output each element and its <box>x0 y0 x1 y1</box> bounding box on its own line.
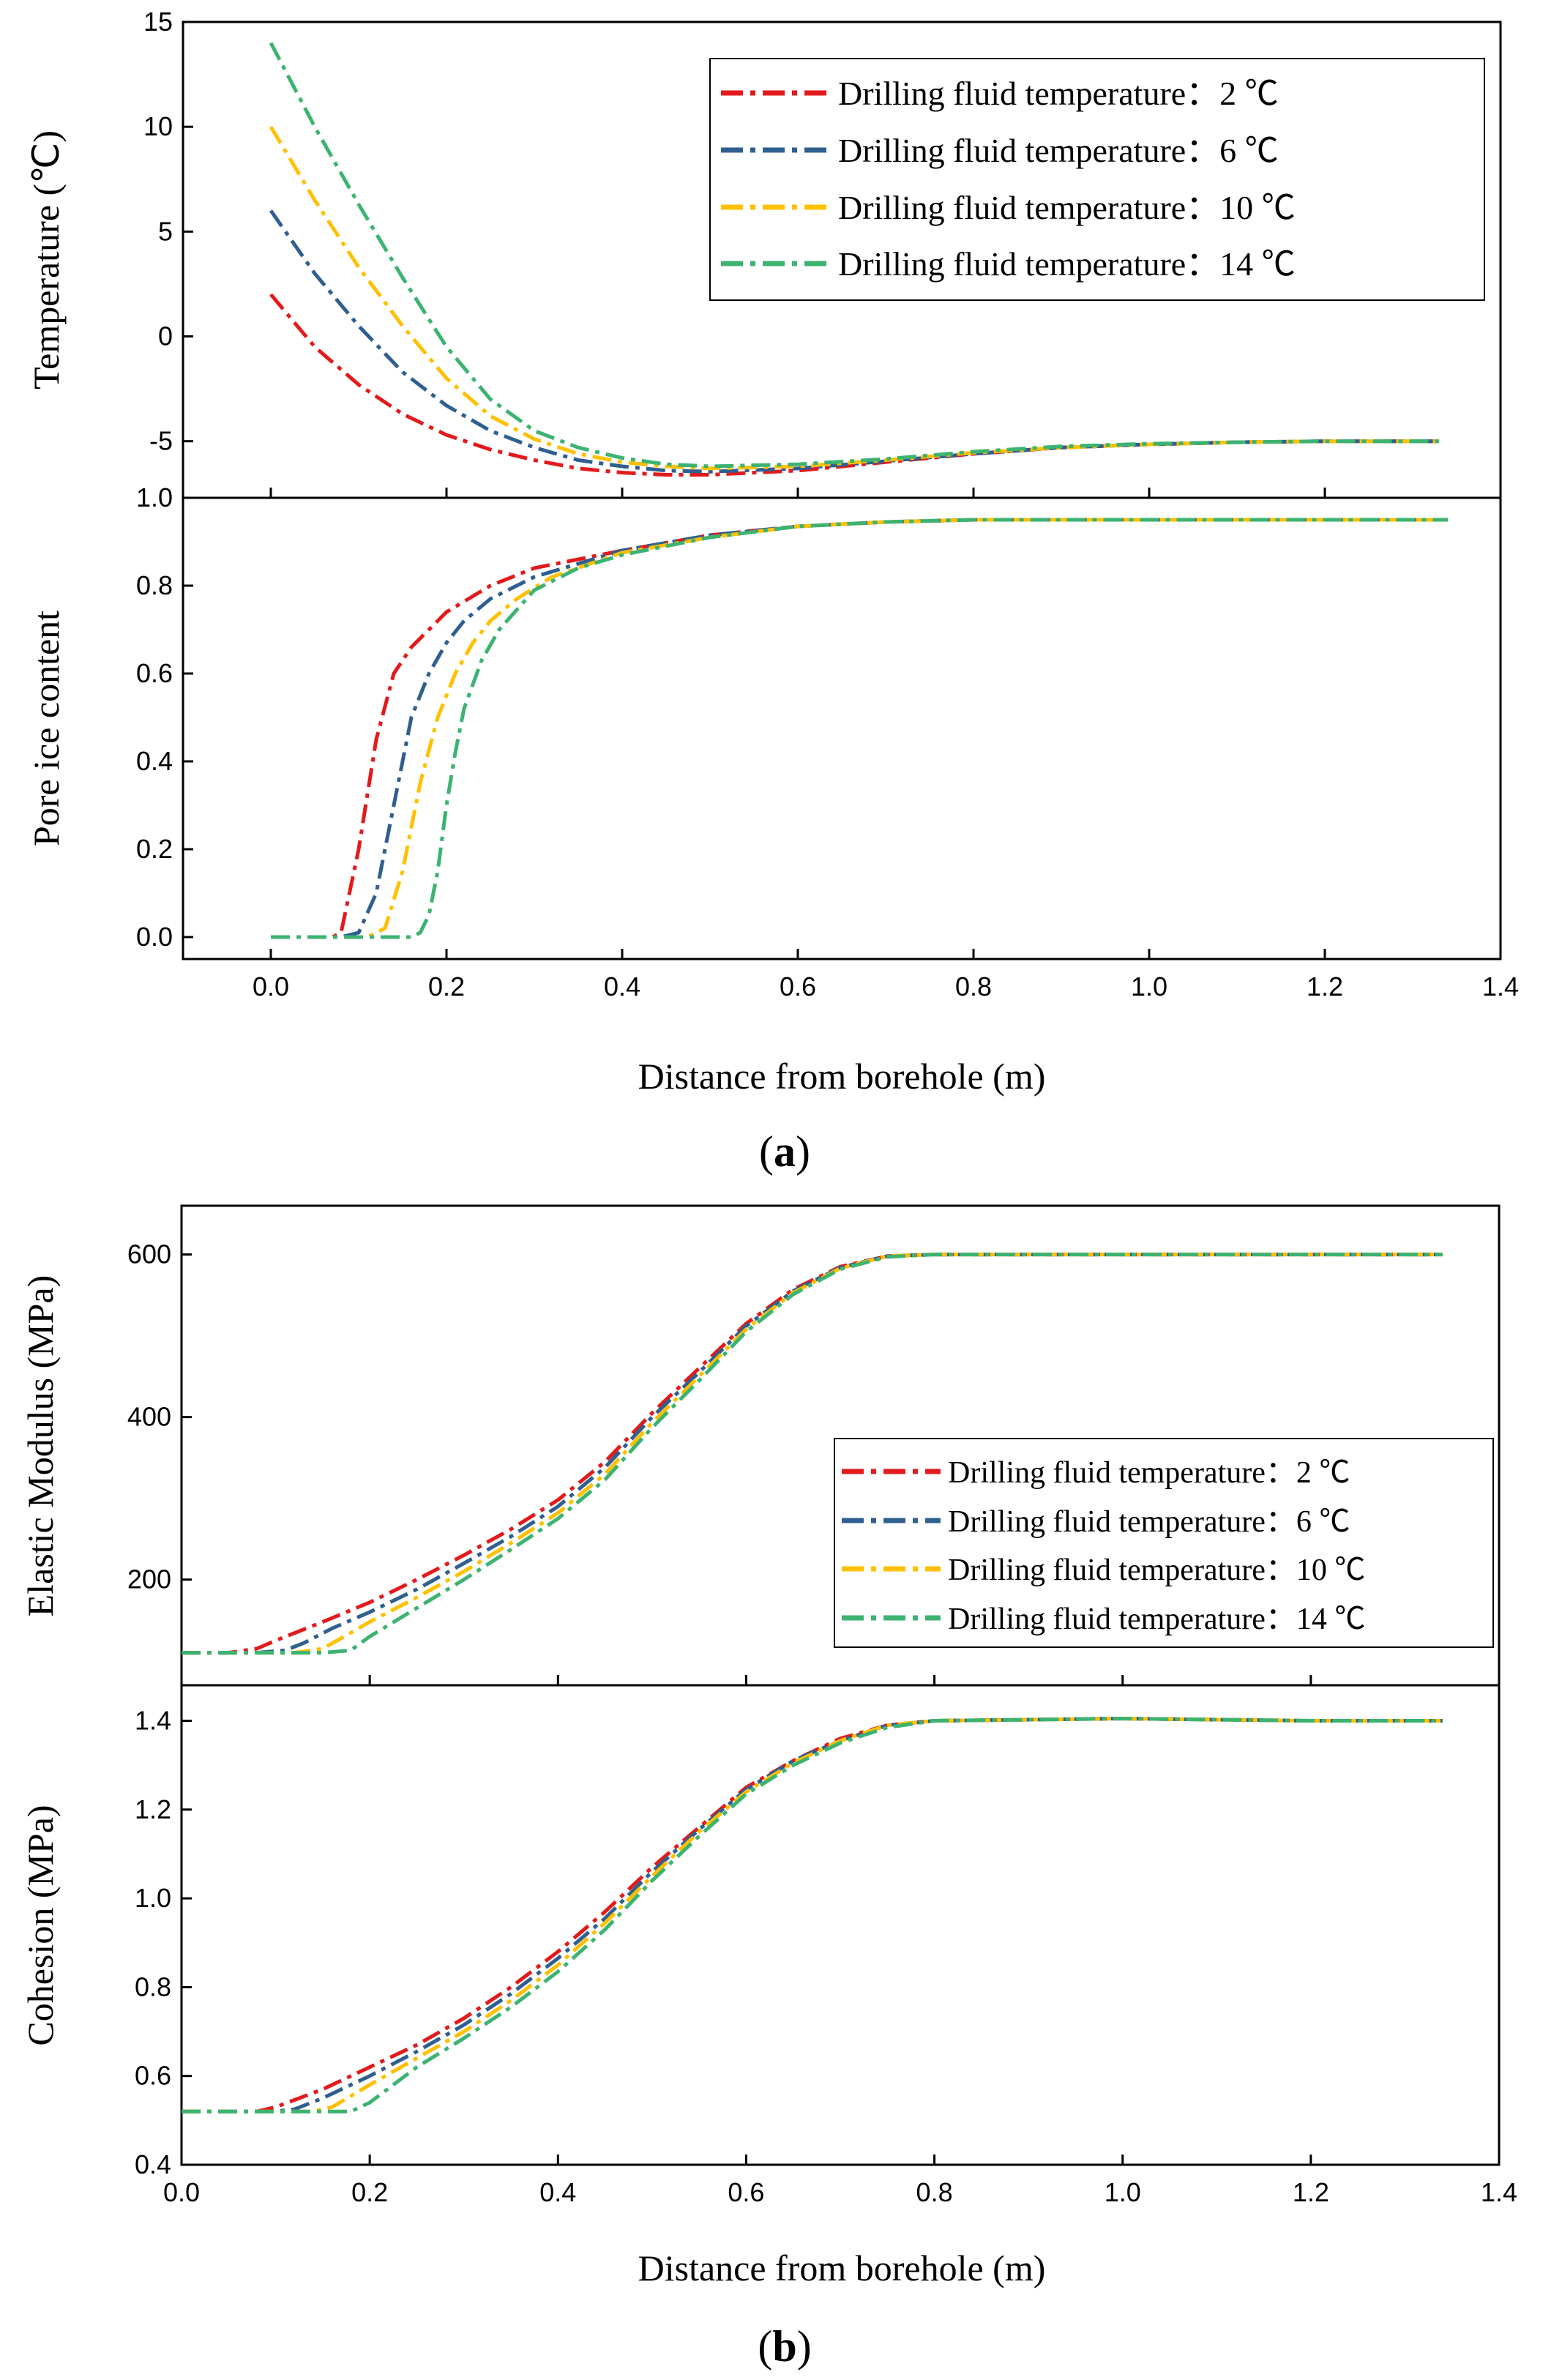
pore-ice-series-4 <box>271 520 1448 937</box>
legend-a-label-2c: Drilling fluid temperature：2 ℃ <box>838 75 1279 112</box>
temperature-ytick-label: -5 <box>149 426 173 456</box>
temperature-ytick-label: 5 <box>158 216 173 246</box>
cohesion-xtick-label: 1.2 <box>1293 2177 1329 2207</box>
legend-a: Drilling fluid temperature：2 ℃ Drilling … <box>710 59 1484 300</box>
pore-ice-xlabel: Distance from borehole (m) <box>638 1056 1046 1097</box>
legend-a-label-10c: Drilling fluid temperature：10 ℃ <box>838 189 1296 226</box>
pore-ice-xtick-label: 1.2 <box>1307 971 1343 1001</box>
pore-ice-ylabel: Pore ice content <box>26 611 67 846</box>
cohesion-ytick-label: 0.4 <box>135 2149 171 2179</box>
pore-ice-plot-frame <box>183 498 1501 959</box>
legend-b-label-14c: Drilling fluid temperature：14 ℃ <box>948 1603 1365 1636</box>
pore-ice-xtick-label: 0.2 <box>428 971 465 1001</box>
cohesion-xtick-label: 0.6 <box>728 2177 764 2207</box>
cohesion-xtick-label: 0.0 <box>163 2177 200 2207</box>
cohesion-xlabel: Distance from borehole (m) <box>638 2247 1046 2288</box>
cohesion-xtick-label: 0.2 <box>351 2177 388 2207</box>
cohesion-ytick-label: 1.4 <box>135 1706 171 1736</box>
cohesion-ytick-label: 0.6 <box>135 2061 171 2091</box>
pore-ice-xtick-label: 0.8 <box>955 971 992 1001</box>
legend-a-label-14c: Drilling fluid temperature：14 ℃ <box>838 245 1296 283</box>
pore-ice-ytick-label: 0.4 <box>136 746 173 776</box>
cohesion-series-3 <box>182 1719 1443 2112</box>
pore-ice-chart: 0.0 0.2 0.4 0.6 0.8 1.0 0.0 0.2 0.4 0.6 0.8 1.0 1.2 1… <box>136 482 1519 1001</box>
legend-b-label-10c: Drilling fluid temperature：10 ℃ <box>948 1553 1365 1587</box>
cohesion-series-4 <box>182 1719 1443 2112</box>
temperature-ytick-label: 0 <box>158 321 173 351</box>
pore-ice-xtick-label: 0.6 <box>780 971 816 1001</box>
pore-ice-series-1 <box>271 520 1448 937</box>
pore-ice-xtick-label: 1.0 <box>1131 971 1167 1001</box>
temperature-ytick-label: 10 <box>143 111 173 141</box>
panel-label-b: (b) <box>758 2322 811 2370</box>
cohesion-xtick-label: 0.8 <box>916 2177 953 2207</box>
elastic-modulus-ytick-label: 600 <box>127 1239 171 1269</box>
cohesion-xtick-label: 0.4 <box>539 2177 576 2207</box>
cohesion-chart: 0.4 0.6 0.8 1.0 1.2 1.4 0.0 0.2 0.4 0.6 0.8 1.0 1.2 1… <box>135 1706 1517 2207</box>
legend-b: Drilling fluid temperature：2 ℃ Drilling … <box>834 1439 1493 1647</box>
temperature-series-1 <box>271 294 1439 474</box>
cohesion-ytick-label: 1.2 <box>135 1794 171 1824</box>
temperature-ytick-label: 15 <box>143 7 173 37</box>
elastic-modulus-ytick-label: 200 <box>127 1564 171 1594</box>
pore-ice-ytick-label: 0.6 <box>136 658 173 688</box>
cohesion-xtick-label: 1.0 <box>1105 2177 1141 2207</box>
cohesion-series-1 <box>182 1719 1443 2112</box>
temperature-ylabel: Temperature (℃) <box>26 130 67 389</box>
pore-ice-series-2 <box>271 520 1448 937</box>
panel-label-a: (a) <box>759 1127 810 1176</box>
pore-ice-ytick-label: 0.2 <box>136 834 173 864</box>
pore-ice-xtick-label: 1.4 <box>1482 971 1519 1001</box>
legend-a-label-6c: Drilling fluid temperature：6 ℃ <box>838 132 1279 169</box>
pore-ice-ytick-label: 1.0 <box>136 482 173 512</box>
cohesion-ylabel: Cohesion (MPa) <box>20 1805 61 2045</box>
legend-b-label-2c: Drilling fluid temperature：2 ℃ <box>948 1456 1350 1490</box>
cohesion-xtick-label: 1.4 <box>1481 2177 1517 2207</box>
legend-b-label-6c: Drilling fluid temperature：6 ℃ <box>948 1505 1350 1539</box>
pore-ice-ytick-label: 0.0 <box>136 922 173 952</box>
elastic-modulus-ylabel: Elastic Modulus (MPa) <box>20 1275 61 1617</box>
pore-ice-xtick-label: 0.4 <box>604 971 640 1001</box>
cohesion-ytick-label: 1.0 <box>135 1883 171 1913</box>
elastic-modulus-ytick-label: 400 <box>127 1402 171 1432</box>
pore-ice-xtick-label: 0.0 <box>253 971 289 1001</box>
cohesion-plot-frame <box>182 1685 1499 2165</box>
cohesion-ytick-label: 0.8 <box>135 1971 171 2002</box>
pore-ice-series-3 <box>271 520 1448 937</box>
pore-ice-ytick-label: 0.8 <box>136 570 173 600</box>
cohesion-series-2 <box>182 1719 1443 2112</box>
figure: -5051015 0.00.20.40.60.81.00.0 0.2 0.4 0.6 0… <box>0 0 1562 2380</box>
